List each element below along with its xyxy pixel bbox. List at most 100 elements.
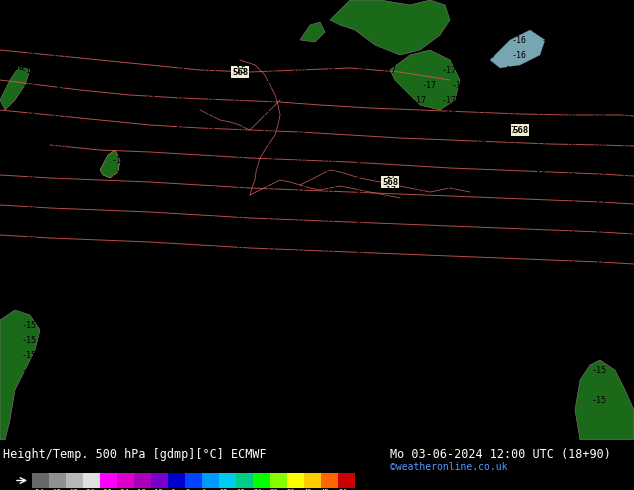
Text: 12: 12: [219, 489, 228, 490]
Text: -15: -15: [52, 230, 67, 240]
Text: -16: -16: [202, 350, 217, 360]
Text: -17: -17: [382, 216, 397, 224]
Text: -16: -16: [202, 96, 217, 104]
Text: -17: -17: [292, 216, 307, 224]
Text: -17: -17: [562, 125, 577, 134]
Text: -16: -16: [142, 5, 157, 15]
Text: -17: -17: [382, 96, 397, 104]
Text: -16: -16: [142, 305, 157, 315]
Text: -16: -16: [632, 50, 634, 59]
Text: -17: -17: [472, 111, 487, 120]
Text: -17: -17: [292, 186, 307, 195]
Text: -17: -17: [442, 200, 457, 210]
Text: -16: -16: [52, 171, 67, 179]
Text: -16: -16: [52, 320, 67, 329]
Text: -16: -16: [112, 141, 127, 149]
Text: -17: -17: [202, 111, 217, 120]
Text: -17: -17: [232, 366, 247, 374]
Text: -17: -17: [232, 395, 247, 405]
Text: 24: 24: [253, 489, 261, 490]
Text: -17: -17: [382, 291, 397, 299]
Text: -17: -17: [322, 230, 337, 240]
Text: -15: -15: [232, 80, 247, 90]
Text: -17: -17: [322, 291, 337, 299]
Bar: [202, 473, 219, 488]
Text: 568: 568: [512, 125, 528, 134]
Text: -17: -17: [262, 245, 277, 254]
Text: -16: -16: [532, 200, 547, 210]
Text: -18: -18: [472, 350, 487, 360]
Text: -16: -16: [202, 230, 217, 240]
Text: 48: 48: [321, 489, 330, 490]
Text: -17: -17: [232, 275, 247, 285]
Text: -15: -15: [592, 395, 607, 405]
Text: -16: -16: [322, 96, 337, 104]
Text: -15: -15: [142, 50, 157, 59]
Text: -16: -16: [172, 261, 187, 270]
Text: -17: -17: [262, 411, 277, 419]
Text: -16: -16: [562, 245, 577, 254]
Text: -17: -17: [502, 155, 517, 165]
Text: -16: -16: [112, 125, 127, 134]
Text: 18: 18: [236, 489, 245, 490]
Text: -15: -15: [522, 5, 537, 15]
Text: -17: -17: [382, 155, 397, 165]
Text: -16: -16: [82, 111, 97, 120]
Text: -17: -17: [292, 245, 307, 254]
Text: -16: -16: [52, 336, 67, 344]
Bar: [49, 473, 66, 488]
Text: -16: -16: [142, 141, 157, 149]
Text: -17: -17: [352, 96, 367, 104]
Text: -15: -15: [232, 66, 247, 74]
Text: -15: -15: [202, 80, 217, 90]
Text: -15: -15: [82, 66, 97, 74]
Text: -16: -16: [532, 171, 547, 179]
Text: -16: -16: [292, 96, 307, 104]
Text: -17: -17: [322, 171, 337, 179]
Text: -17: -17: [292, 261, 307, 270]
Text: -17: -17: [442, 96, 457, 104]
Text: -17: -17: [502, 141, 517, 149]
Text: -6: -6: [168, 489, 176, 490]
Text: -18: -18: [472, 395, 487, 405]
Polygon shape: [330, 0, 450, 55]
Text: -16: -16: [202, 216, 217, 224]
Text: -15: -15: [592, 171, 607, 179]
Text: -16: -16: [592, 96, 607, 104]
Text: -17: -17: [442, 141, 457, 149]
Text: -17: -17: [382, 320, 397, 329]
Text: -16: -16: [602, 80, 617, 90]
Text: -16: -16: [262, 50, 277, 59]
Text: -17: -17: [292, 305, 307, 315]
Text: -17: -17: [322, 216, 337, 224]
Text: -16: -16: [512, 50, 527, 59]
Text: -16: -16: [82, 320, 97, 329]
Text: -17: -17: [502, 230, 517, 240]
Text: -17: -17: [442, 125, 457, 134]
Text: -16: -16: [292, 125, 307, 134]
Text: -24: -24: [117, 489, 130, 490]
Text: -16: -16: [112, 381, 127, 390]
Text: -15: -15: [622, 171, 634, 179]
Bar: [32, 473, 49, 488]
Text: -16: -16: [292, 50, 307, 59]
Text: -17: -17: [232, 230, 247, 240]
Text: -16: -16: [52, 366, 67, 374]
Text: -16: -16: [142, 125, 157, 134]
Text: -16: -16: [452, 21, 467, 29]
Text: -17: -17: [412, 336, 427, 344]
Text: -17: -17: [532, 125, 547, 134]
Text: -16: -16: [142, 245, 157, 254]
Text: -15: -15: [172, 35, 187, 45]
Bar: [66, 473, 83, 488]
Text: -17: -17: [412, 200, 427, 210]
Text: -17: -17: [262, 171, 277, 179]
Text: -17: -17: [412, 96, 427, 104]
Text: -17: -17: [352, 155, 367, 165]
Text: -16: -16: [632, 21, 634, 29]
Text: -17: -17: [262, 366, 277, 374]
Text: -17: -17: [292, 336, 307, 344]
Text: -16: -16: [82, 350, 97, 360]
Text: -16: -16: [232, 245, 247, 254]
Text: -17: -17: [262, 381, 277, 390]
